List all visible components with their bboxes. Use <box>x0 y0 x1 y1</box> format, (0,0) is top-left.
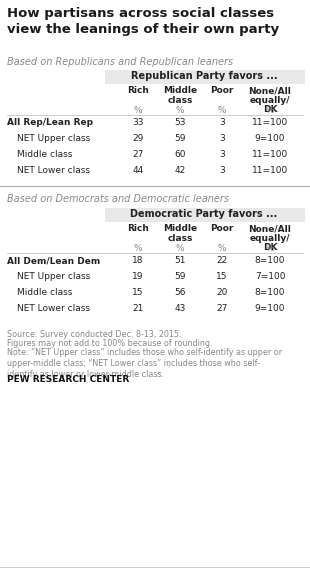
Text: NET Upper class: NET Upper class <box>17 272 90 281</box>
Bar <box>105 208 305 222</box>
Text: Rich: Rich <box>127 86 149 95</box>
Text: 22: 22 <box>216 256 228 265</box>
Text: 59: 59 <box>174 134 186 143</box>
Text: 27: 27 <box>132 150 144 159</box>
Text: Middle class: Middle class <box>17 288 72 297</box>
Text: %: % <box>266 244 274 253</box>
Text: Poor: Poor <box>210 224 234 233</box>
Text: 33: 33 <box>132 118 144 127</box>
Text: NET Lower class: NET Lower class <box>17 166 90 175</box>
Text: How partisans across social classes
view the leanings of their own party: How partisans across social classes view… <box>7 7 279 35</box>
Text: %: % <box>176 244 184 253</box>
Text: %: % <box>134 244 142 253</box>
Text: 60: 60 <box>174 150 186 159</box>
Text: 3: 3 <box>219 166 225 175</box>
Text: Source: Survey conducted Dec. 8-13, 2015.: Source: Survey conducted Dec. 8-13, 2015… <box>7 330 181 339</box>
Text: 7=100: 7=100 <box>255 272 285 281</box>
Text: 8=100: 8=100 <box>255 288 285 297</box>
Text: 21: 21 <box>132 304 144 313</box>
Text: 8=100: 8=100 <box>255 256 285 265</box>
Text: 15: 15 <box>216 272 228 281</box>
Text: Rich: Rich <box>127 224 149 233</box>
Text: None/All
equally/
DK: None/All equally/ DK <box>249 86 291 114</box>
Text: %: % <box>218 106 226 115</box>
Text: 44: 44 <box>132 166 144 175</box>
Text: 18: 18 <box>132 256 144 265</box>
Text: None/All
equally/
DK: None/All equally/ DK <box>249 224 291 252</box>
Text: 53: 53 <box>174 118 186 127</box>
Text: 59: 59 <box>174 272 186 281</box>
Text: 3: 3 <box>219 150 225 159</box>
Text: 11=100: 11=100 <box>252 166 288 175</box>
Text: Middle class: Middle class <box>17 150 72 159</box>
Text: %: % <box>266 106 274 115</box>
Text: Based on Republicans and Republican leaners: Based on Republicans and Republican lean… <box>7 57 233 67</box>
Text: 20: 20 <box>216 288 228 297</box>
Text: All Rep/Lean Rep: All Rep/Lean Rep <box>7 118 93 127</box>
Text: 15: 15 <box>132 288 144 297</box>
Text: 56: 56 <box>174 288 186 297</box>
Text: %: % <box>176 106 184 115</box>
Text: All Dem/Lean Dem: All Dem/Lean Dem <box>7 256 100 265</box>
Text: Middle
class: Middle class <box>163 224 197 243</box>
Text: NET Lower class: NET Lower class <box>17 304 90 313</box>
Text: 43: 43 <box>174 304 186 313</box>
Text: 9=100: 9=100 <box>255 304 285 313</box>
Bar <box>105 70 305 84</box>
Text: Democratic Party favors ...: Democratic Party favors ... <box>131 209 278 219</box>
Text: Figures may not add to 100% because of rounding.: Figures may not add to 100% because of r… <box>7 339 212 348</box>
Text: 42: 42 <box>174 166 186 175</box>
Text: 3: 3 <box>219 134 225 143</box>
Text: 51: 51 <box>174 256 186 265</box>
Text: 19: 19 <box>132 272 144 281</box>
Text: 11=100: 11=100 <box>252 150 288 159</box>
Text: 27: 27 <box>216 304 228 313</box>
Text: Middle
class: Middle class <box>163 86 197 104</box>
Text: Poor: Poor <box>210 86 234 95</box>
Text: Note: “NET Upper class” includes those who self-identify as upper or
upper-middl: Note: “NET Upper class” includes those w… <box>7 348 282 379</box>
Text: %: % <box>218 244 226 253</box>
Text: Based on Democrats and Democratic leaners: Based on Democrats and Democratic leaner… <box>7 194 229 204</box>
Text: %: % <box>134 106 142 115</box>
Text: 11=100: 11=100 <box>252 118 288 127</box>
Text: 3: 3 <box>219 118 225 127</box>
Text: Republican Party favors ...: Republican Party favors ... <box>131 71 277 81</box>
Text: 29: 29 <box>132 134 144 143</box>
Text: NET Upper class: NET Upper class <box>17 134 90 143</box>
Text: PEW RESEARCH CENTER: PEW RESEARCH CENTER <box>7 375 129 384</box>
Text: 9=100: 9=100 <box>255 134 285 143</box>
